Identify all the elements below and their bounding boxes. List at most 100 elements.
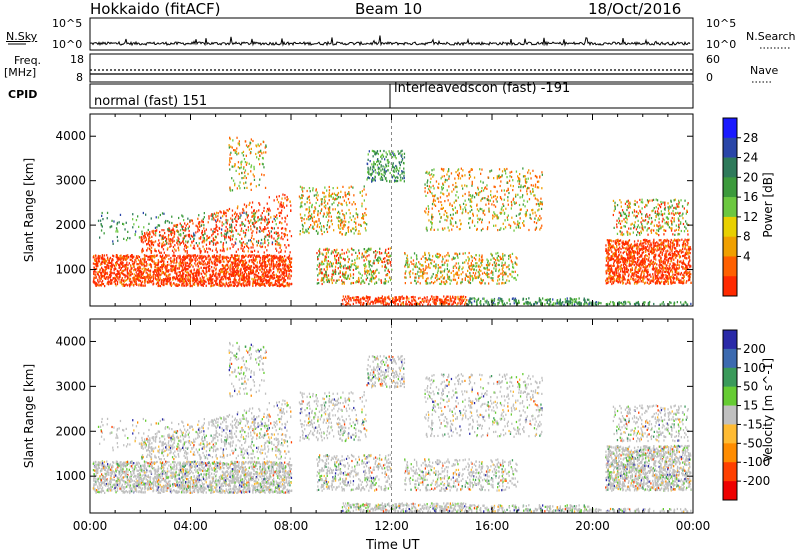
scatter-cell <box>514 261 516 264</box>
scatter-cell <box>141 284 143 287</box>
scatter-cell <box>187 227 189 230</box>
scatter-cell <box>124 264 126 267</box>
scatter-cell <box>209 277 211 280</box>
scatter-cell <box>260 279 262 282</box>
scatter-cell <box>336 216 338 219</box>
scatter-cell <box>280 279 282 282</box>
scatter-cell <box>399 164 401 167</box>
scatter-cell <box>182 240 184 243</box>
scatter-cell <box>137 255 139 258</box>
scatter-cell <box>124 269 126 272</box>
scatter-cell <box>353 232 355 235</box>
scatter-cell <box>266 280 268 283</box>
scatter-cell <box>331 279 333 282</box>
scatter-cell <box>251 250 253 253</box>
scatter-cell <box>403 177 405 180</box>
scatter-cell <box>278 281 280 284</box>
scatter-cell <box>171 283 173 286</box>
scatter-cell <box>127 267 129 270</box>
scatter-cell <box>394 155 396 158</box>
scatter-cell <box>428 257 430 260</box>
scatter-cell <box>163 279 165 282</box>
scatter-cell <box>342 213 344 216</box>
scatter-cell <box>114 280 116 283</box>
scatter-cell <box>269 276 271 279</box>
scatter-cell <box>357 213 359 216</box>
scatter-cell <box>239 280 241 283</box>
scatter-cell <box>470 255 472 258</box>
scatter-cell <box>222 270 225 273</box>
scatter-cell <box>238 260 240 263</box>
scatter-cell <box>229 259 231 262</box>
scatter-cell <box>244 266 247 269</box>
scatter-cell <box>325 259 327 262</box>
scatter-cell <box>287 283 289 286</box>
scatter-cell <box>235 269 237 273</box>
scatter-cell <box>195 278 197 281</box>
scatter-cell <box>387 255 389 258</box>
scatter-cell <box>136 273 138 276</box>
scatter-cell <box>213 262 215 266</box>
scatter-cell <box>376 259 379 262</box>
scatter-cell <box>200 281 202 284</box>
scatter-cell <box>399 300 401 303</box>
scatter-cell <box>434 276 437 279</box>
scatter-cell <box>318 219 320 222</box>
scatter-cell <box>125 283 127 286</box>
scatter-cell <box>328 212 330 215</box>
scatter-cell <box>254 219 256 223</box>
scatter-cell <box>248 247 250 250</box>
scatter-cell <box>149 231 151 234</box>
scatter-cell <box>345 195 347 198</box>
scatter-cell <box>94 263 96 266</box>
scatter-cell <box>247 219 249 222</box>
scatter-cell <box>203 248 205 251</box>
scatter-cell <box>324 186 326 189</box>
scatter-cell <box>212 284 214 287</box>
scatter-cell <box>258 158 260 161</box>
scatter-cell <box>139 279 142 283</box>
scatter-cell <box>263 251 265 254</box>
scatter-cell <box>414 279 417 282</box>
scatter-cell <box>338 261 340 264</box>
scatter-cell <box>300 216 302 219</box>
scatter-cell <box>421 264 423 267</box>
scatter-cell <box>396 179 398 183</box>
scatter-cell <box>245 261 248 264</box>
scatter-cell <box>147 242 149 245</box>
scatter-cell <box>379 149 381 153</box>
scatter-cell <box>237 217 239 220</box>
scatter-cell <box>223 257 225 260</box>
scatter-cell <box>220 216 222 220</box>
scatter-cell <box>471 259 473 262</box>
scatter-cell <box>253 238 255 241</box>
scatter-cell <box>144 233 146 236</box>
scatter-cell <box>160 266 162 269</box>
scatter-cell <box>446 263 449 266</box>
scatter-cell <box>239 181 241 184</box>
scatter-cell <box>441 263 444 266</box>
scatter-cell <box>252 212 255 215</box>
scatter-cell <box>434 302 436 305</box>
scatter-cell <box>277 281 279 284</box>
scatter-cell <box>243 274 245 277</box>
scatter-cell <box>351 281 353 285</box>
scatter-cell <box>437 264 439 267</box>
scatter-cell <box>188 229 190 233</box>
scatter-cell <box>386 274 389 277</box>
scatter-cell <box>498 263 500 267</box>
scatter-cell <box>343 199 345 202</box>
scatter-cell <box>238 172 240 176</box>
scatter-cell <box>479 265 481 268</box>
scatter-cell <box>125 274 127 277</box>
scatter-cell <box>365 193 367 196</box>
scatter-cell <box>146 272 149 275</box>
scatter-cell <box>422 272 425 275</box>
scatter-cell <box>189 260 191 263</box>
scatter-cell <box>155 263 157 266</box>
scatter-cell <box>306 197 308 200</box>
scatter-cell <box>366 162 368 165</box>
scatter-cell <box>457 297 459 300</box>
scatter-cell <box>119 268 122 271</box>
scatter-cell <box>101 266 103 269</box>
